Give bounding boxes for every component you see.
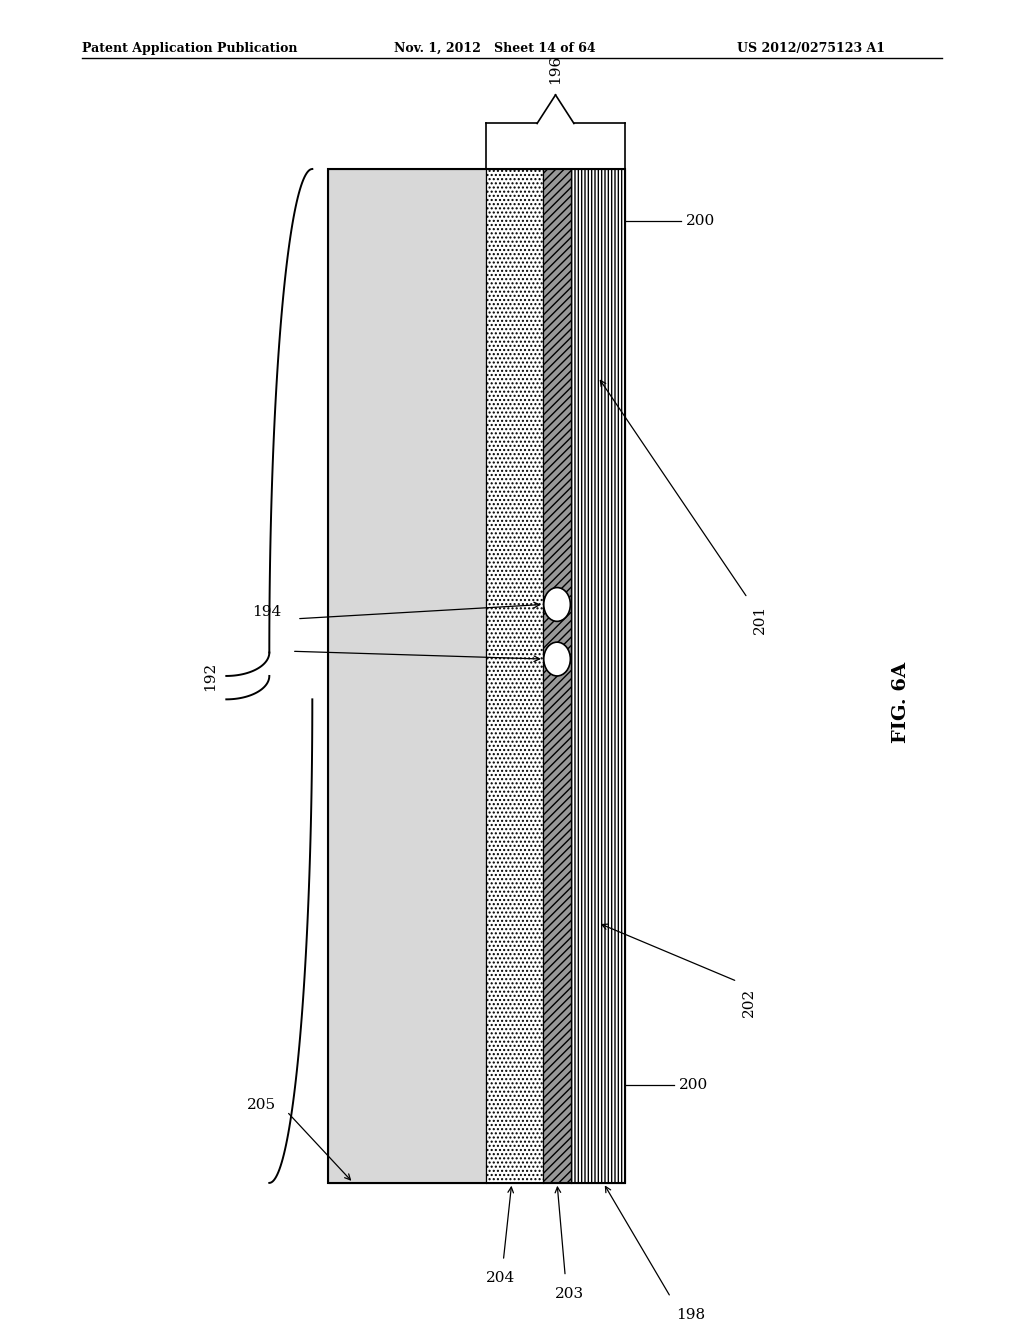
Text: 198: 198 xyxy=(676,1308,705,1320)
Circle shape xyxy=(544,587,570,622)
Text: 201: 201 xyxy=(753,605,767,634)
Bar xyxy=(328,169,625,1183)
Text: 200: 200 xyxy=(679,1078,709,1093)
Text: 205: 205 xyxy=(248,1098,276,1111)
Text: 200: 200 xyxy=(686,214,716,228)
Text: 196: 196 xyxy=(549,55,562,84)
Text: 202: 202 xyxy=(742,987,757,1018)
Text: 203: 203 xyxy=(555,1287,584,1302)
Text: Nov. 1, 2012   Sheet 14 of 64: Nov. 1, 2012 Sheet 14 of 64 xyxy=(394,42,596,54)
Bar xyxy=(486,169,543,1183)
Text: US 2012/0275123 A1: US 2012/0275123 A1 xyxy=(737,42,886,54)
Text: 194: 194 xyxy=(252,606,282,619)
Bar xyxy=(328,169,486,1183)
Circle shape xyxy=(544,642,570,676)
Text: 192: 192 xyxy=(203,661,217,690)
Text: Patent Application Publication: Patent Application Publication xyxy=(82,42,297,54)
Text: FIG. 6A: FIG. 6A xyxy=(892,661,910,743)
Bar xyxy=(543,169,571,1183)
Bar xyxy=(571,169,625,1183)
Text: 204: 204 xyxy=(485,1271,515,1286)
